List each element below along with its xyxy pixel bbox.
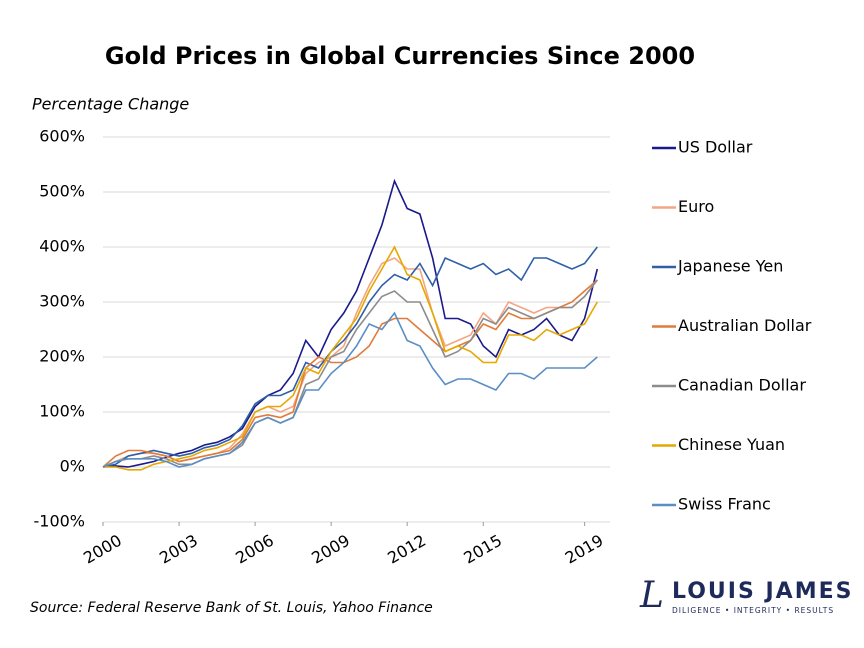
legend-label: Canadian Dollar: [678, 376, 806, 395]
x-tick-label: 2015: [460, 531, 505, 568]
y-tick-label: 0%: [60, 457, 85, 476]
legend-label: Euro: [678, 197, 714, 216]
y-tick-label: 300%: [39, 292, 85, 311]
legend-label: Japanese Yen: [677, 257, 783, 276]
logo-tagline: DILIGENCE • INTEGRITY • RESULTS: [672, 606, 834, 615]
y-tick-label: 200%: [39, 347, 85, 366]
series-line: [103, 245, 598, 471]
legend-label: Chinese Yuan: [678, 435, 785, 454]
y-tick-label: 400%: [39, 237, 85, 256]
chart-title: Gold Prices in Global Currencies Since 2…: [105, 42, 695, 70]
series-line: [102, 279, 598, 468]
legend-label: Australian Dollar: [678, 316, 812, 335]
y-tick-label: 500%: [39, 182, 85, 201]
source-note: Source: Federal Reserve Bank of St. Loui…: [30, 600, 433, 616]
series-line: [102, 311, 598, 468]
y-tick-label: 600%: [39, 127, 85, 146]
x-tick-label: 2012: [384, 531, 429, 568]
legend-label: US Dollar: [678, 138, 753, 157]
y-axis-label: Percentage Change: [32, 95, 189, 114]
y-tick-label: 100%: [39, 402, 85, 421]
series-line: [102, 257, 598, 468]
logo-mark: L: [639, 575, 664, 616]
series-line: [102, 178, 599, 468]
y-tick-label: -100%: [33, 512, 85, 531]
x-tick-label: 2006: [232, 531, 277, 568]
x-tick-label: 2009: [308, 531, 353, 568]
x-tick-label: 2000: [80, 531, 125, 568]
x-tick-label: 2019: [562, 531, 607, 568]
logo-name: LOUIS JAMES: [672, 579, 853, 604]
series-line: [102, 246, 598, 468]
series-line: [102, 279, 598, 468]
x-tick-label: 2003: [156, 531, 201, 568]
legend-label: Swiss Franc: [678, 495, 771, 514]
